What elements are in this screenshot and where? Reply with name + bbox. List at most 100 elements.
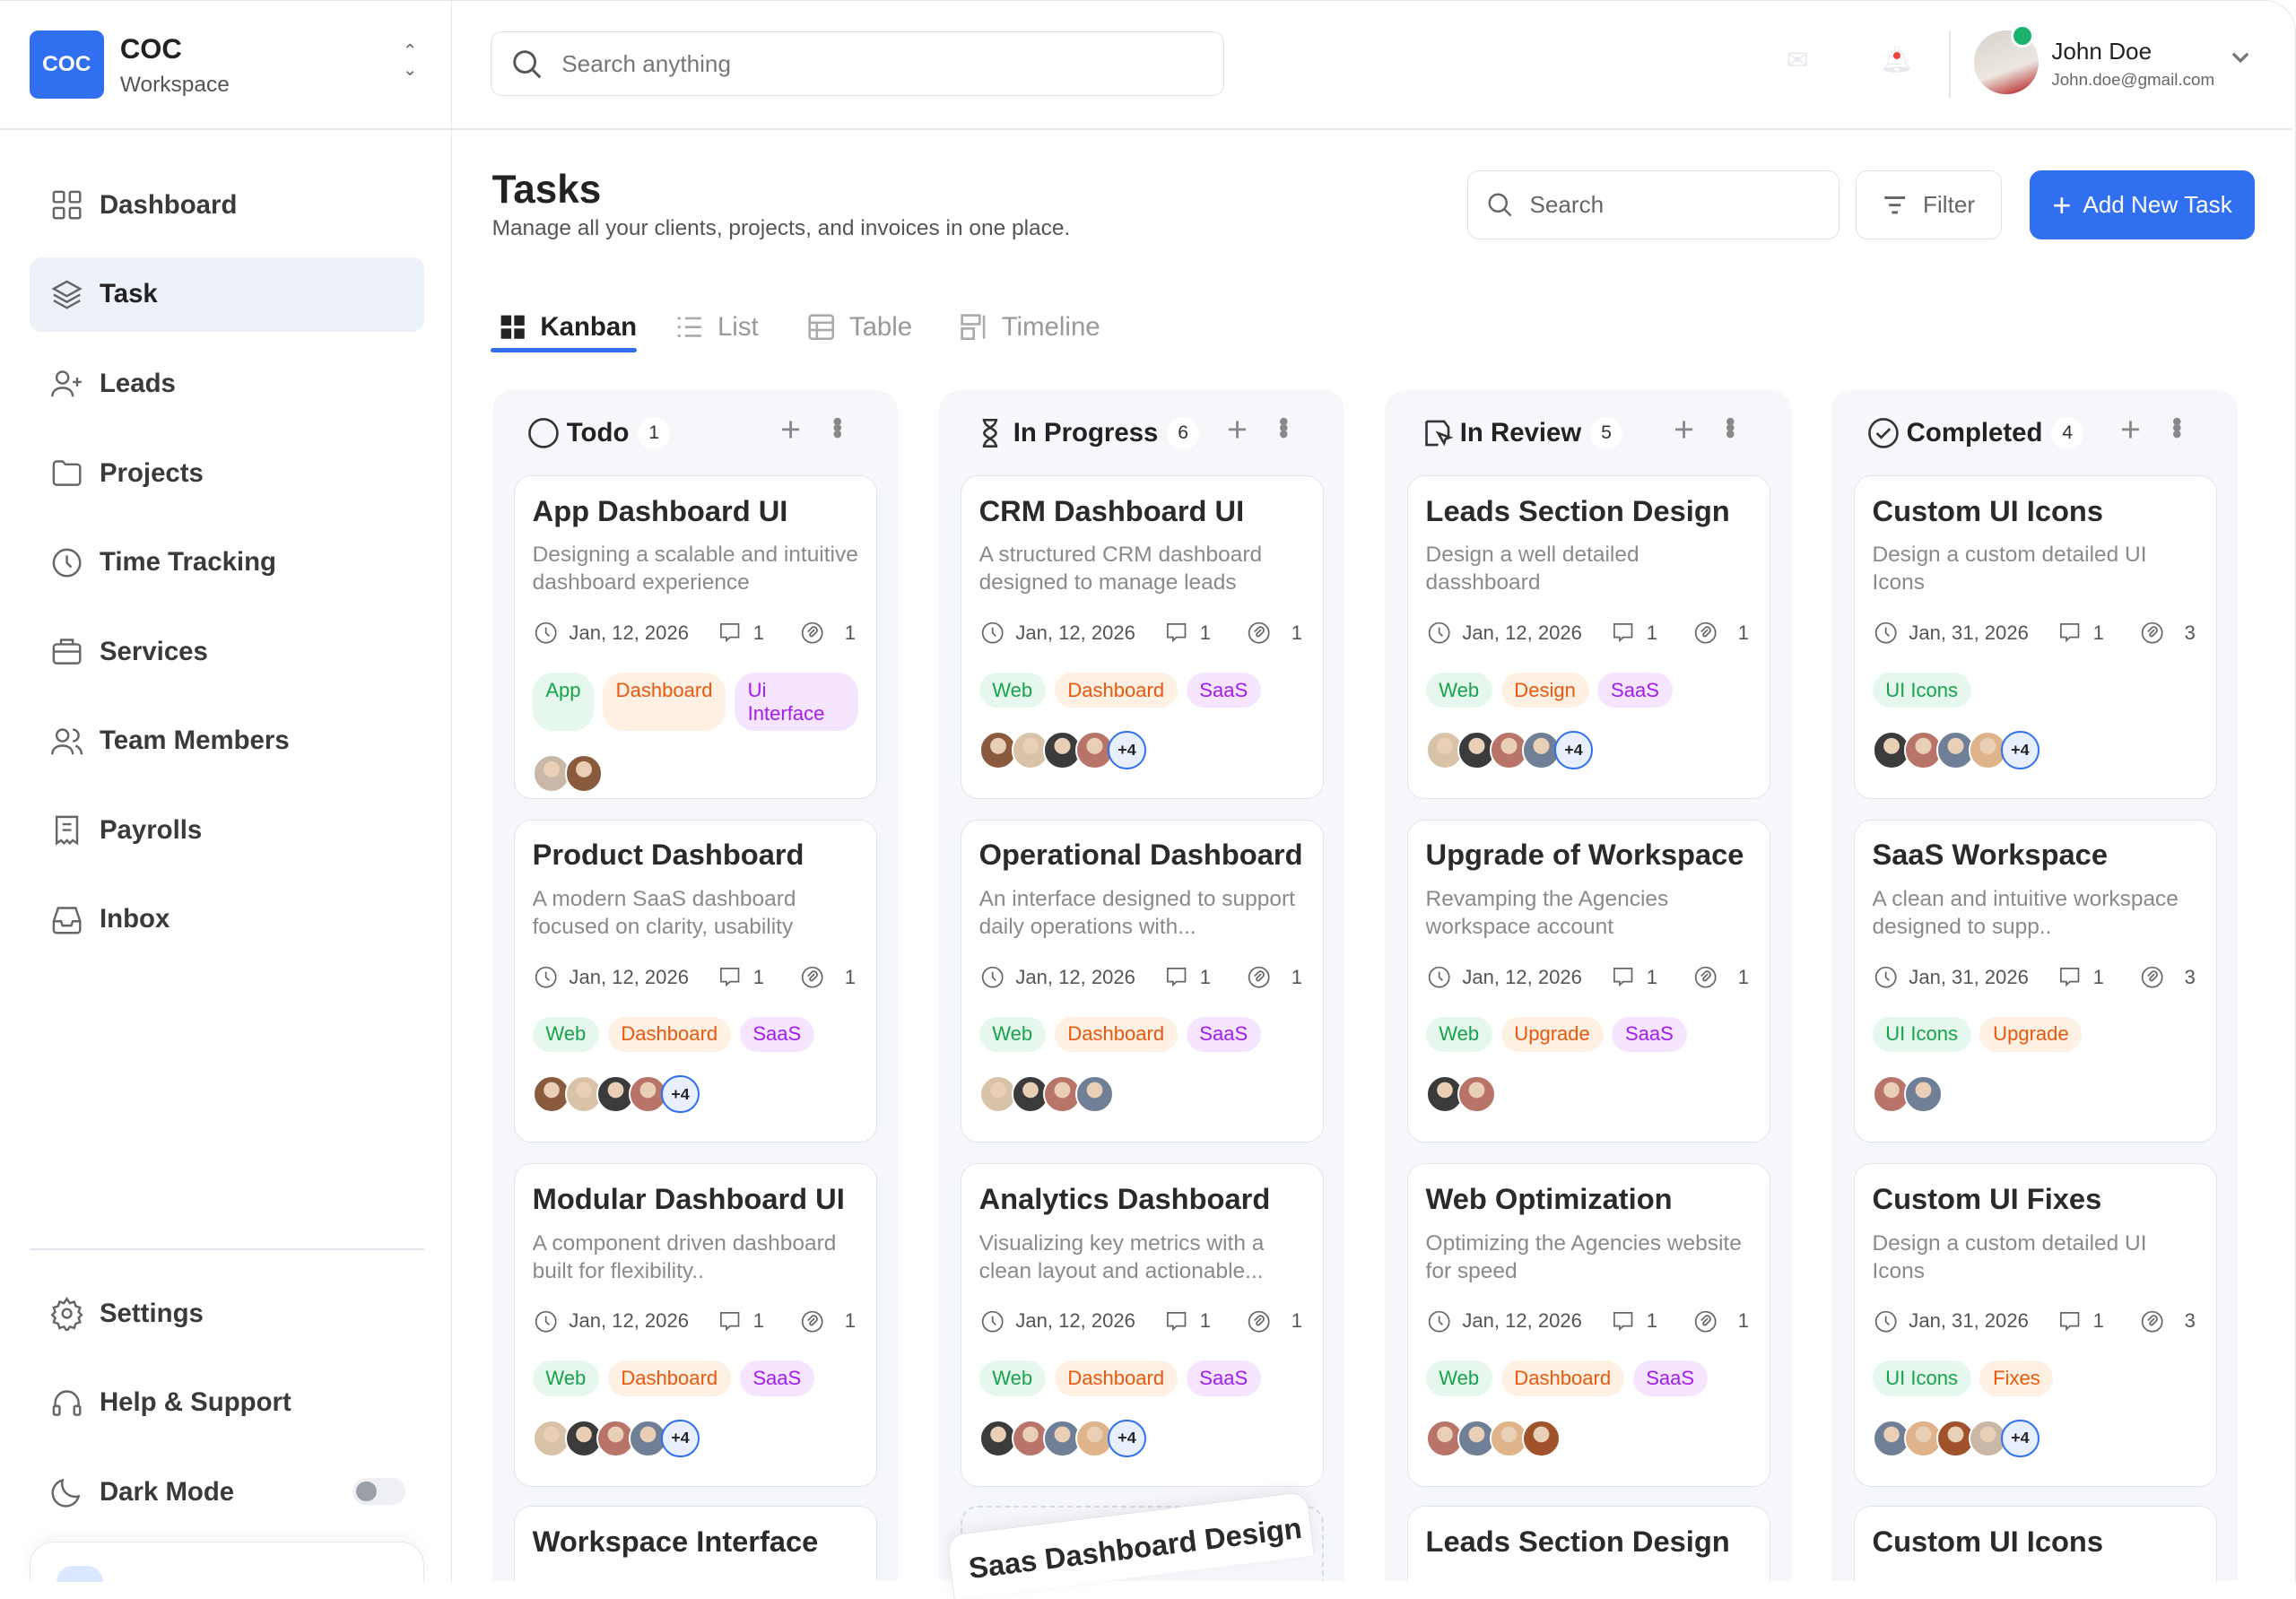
avatar[interactable] <box>1872 1419 1910 1458</box>
avatar[interactable] <box>532 1419 571 1458</box>
tab-timeline[interactable]: Timeline <box>961 306 1100 350</box>
filter-label: Filter <box>1923 191 1976 219</box>
attachment-icon <box>802 622 823 644</box>
avatar[interactable] <box>1011 1074 1049 1114</box>
bell-icon[interactable]: 🔔︎ <box>1880 44 1914 74</box>
task-card[interactable]: Leads Section Design Design a well detail… <box>1406 474 1770 799</box>
sidebar-item-settings[interactable]: Settings <box>30 1276 425 1351</box>
due-date-text: Jan, 12, 2026 <box>1462 965 1582 988</box>
more-options-icon[interactable]: ••• <box>1715 416 1745 436</box>
tab-list[interactable]: List <box>676 306 759 350</box>
tab-label: List <box>717 312 759 343</box>
task-card[interactable]: Product Dashboard A modern SaaS dashboard… <box>514 819 877 1143</box>
avatar[interactable] <box>1522 1419 1561 1458</box>
tag: Fixes <box>1979 1360 2054 1396</box>
clock-icon <box>981 622 1004 644</box>
avatar[interactable] <box>978 731 1018 769</box>
add-card-plus-icon[interactable]: + <box>1674 411 1694 450</box>
sidebar-item-leads[interactable]: Leads <box>30 346 425 421</box>
avatar[interactable] <box>978 1074 1018 1114</box>
attachment-count: 1 <box>1246 964 1302 990</box>
avatar[interactable] <box>1043 1074 1082 1114</box>
attachment-count: 3 <box>2139 964 2196 990</box>
header-divider <box>0 128 2293 130</box>
task-card[interactable]: Operational Dashboard An interface design… <box>961 819 1324 1143</box>
task-card[interactable]: CRM Dashboard UI A structured CRM dashboa… <box>961 474 1324 799</box>
chevron-down-icon[interactable] <box>2229 45 2252 68</box>
task-card[interactable]: Upgrade of Workspace Revamping the Agenci… <box>1406 819 1770 1143</box>
workspace-name[interactable]: COC <box>119 32 182 65</box>
avatar[interactable] <box>564 754 603 793</box>
global-search-input[interactable]: Search anything <box>490 31 1224 97</box>
avatar[interactable] <box>1457 1074 1496 1114</box>
tag: SaaS <box>1612 1016 1687 1052</box>
sidebar-item-help-support[interactable]: Help & Support <box>30 1366 425 1440</box>
workspace-switcher-icon[interactable]: ⌃ ⌄ <box>402 40 418 80</box>
mail-icon[interactable]: ✉ <box>1786 45 1809 75</box>
user-name[interactable]: John Doe <box>2051 37 2152 65</box>
due-date: Jan, 12, 2026 <box>979 964 1135 990</box>
avatar[interactable] <box>1457 731 1496 769</box>
filter-icon <box>1884 196 1906 214</box>
avatar[interactable] <box>1425 1419 1464 1458</box>
assignee-avatars: +4 <box>532 1419 859 1458</box>
more-assignees-badge[interactable]: +4 <box>1108 731 1146 769</box>
tag-list: UI Icons Fixes <box>1872 1360 2199 1396</box>
sidebar-item-task[interactable]: Task <box>29 256 425 332</box>
more-options-icon[interactable]: ••• <box>822 416 852 436</box>
avatar[interactable] <box>1904 1074 1943 1114</box>
add-new-task-button[interactable]: + Add New Task <box>2029 170 2256 240</box>
more-assignees-badge[interactable]: +4 <box>1108 1419 1146 1458</box>
sidebar-item-payrolls[interactable]: Payrolls <box>30 793 425 867</box>
page-subtitle: Manage all your clients, projects, and i… <box>491 215 1071 240</box>
avatar[interactable] <box>1872 731 1910 769</box>
avatar[interactable] <box>1075 1074 1114 1114</box>
filter-button[interactable]: Filter <box>1855 170 2002 240</box>
workspace-logo[interactable]: COC <box>29 30 104 100</box>
sidebar-item-dashboard[interactable]: Dashboard <box>30 168 425 242</box>
task-card[interactable]: Modular Dashboard UI A component driven d… <box>514 1163 877 1488</box>
more-options-icon[interactable]: ••• <box>2161 416 2192 436</box>
dark-mode-toggle[interactable] <box>352 1478 406 1505</box>
add-card-plus-icon[interactable]: + <box>2120 411 2141 450</box>
more-assignees-badge[interactable]: +4 <box>661 1074 700 1114</box>
task-card[interactable]: Analytics Dashboard Visualizing key metri… <box>961 1163 1324 1488</box>
add-card-plus-icon[interactable]: + <box>780 411 802 450</box>
avatar[interactable] <box>1490 1419 1528 1458</box>
clock-icon <box>535 622 557 644</box>
avatar[interactable] <box>1522 731 1561 769</box>
sidebar-item-label: Payrolls <box>99 814 203 845</box>
more-assignees-badge[interactable]: +4 <box>2001 1419 2039 1458</box>
sidebar-item-team-members[interactable]: Team Members <box>30 704 425 778</box>
sidebar-item-dark-mode[interactable]: Dark Mode <box>30 1455 323 1529</box>
avatar[interactable] <box>978 1419 1018 1458</box>
sidebar-item-inbox[interactable]: Inbox <box>30 882 425 957</box>
avatar[interactable] <box>1425 1074 1464 1114</box>
task-card[interactable]: SaaS Workspace A clean and intuitive work… <box>1853 819 2217 1143</box>
comment-icon <box>720 968 740 987</box>
task-card[interactable]: Web Optimization Optimizing the Agencies … <box>1406 1163 1770 1488</box>
attachment-count: 1 <box>1246 1308 1302 1334</box>
task-card[interactable]: App Dashboard UI Designing a scalable and… <box>514 474 877 799</box>
more-assignees-badge[interactable]: +4 <box>2001 731 2039 769</box>
task-card[interactable]: Custom UI Fixes Design a custom detailed … <box>1853 1163 2217 1488</box>
more-assignees-badge[interactable]: +4 <box>1554 731 1593 769</box>
task-card[interactable]: Custom UI Icons <box>1853 1506 2217 1581</box>
avatar[interactable] <box>1425 731 1464 769</box>
task-card[interactable]: Custom UI Icons Design a custom detailed … <box>1853 474 2217 799</box>
sidebar-item-time-tracking[interactable]: Time Tracking <box>30 525 425 599</box>
avatar[interactable] <box>532 1074 571 1114</box>
sidebar-item-projects[interactable]: Projects <box>30 436 425 510</box>
task-card[interactable]: Leads Section Design <box>1406 1506 1770 1581</box>
sidebar-item-services[interactable]: Services <box>30 614 425 689</box>
due-date: Jan, 31, 2026 <box>1873 964 2029 990</box>
task-search-input[interactable]: Search <box>1466 170 1839 240</box>
search-icon <box>1489 193 1512 217</box>
more-assignees-badge[interactable]: +4 <box>661 1419 700 1458</box>
more-options-icon[interactable]: ••• <box>1268 416 1299 436</box>
add-card-plus-icon[interactable]: + <box>1227 411 1248 450</box>
tag: UI Icons <box>1872 673 1971 708</box>
tab-kanban[interactable]: Kanban <box>500 306 637 350</box>
task-card[interactable]: Workspace Interface <box>514 1506 877 1581</box>
tab-table[interactable]: Table <box>808 306 912 350</box>
